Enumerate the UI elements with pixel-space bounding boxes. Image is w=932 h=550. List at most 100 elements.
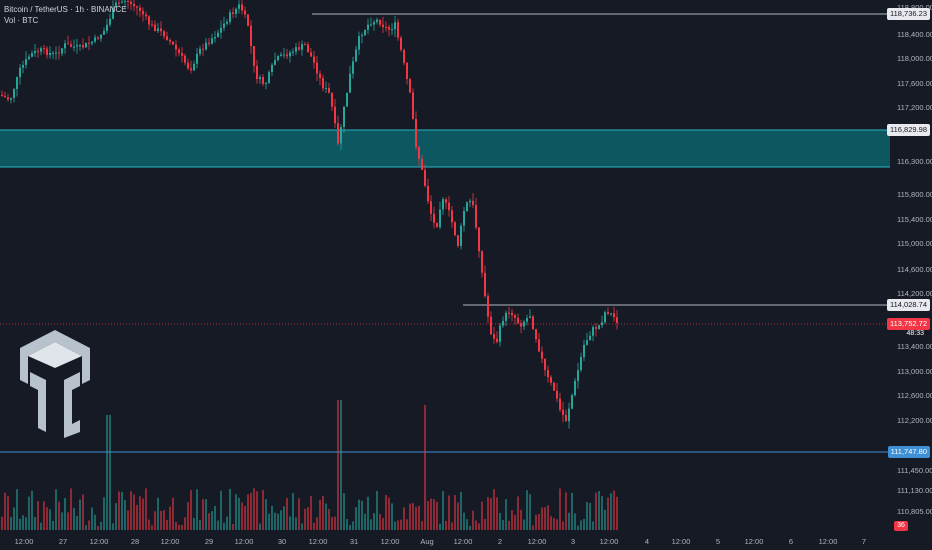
- volume-bar: [271, 505, 273, 530]
- candle-body: [325, 88, 327, 90]
- volume-bar: [556, 519, 558, 530]
- candle-body: [205, 42, 207, 50]
- volume-bar: [490, 498, 492, 530]
- candle-body: [391, 29, 393, 31]
- volume-bar: [616, 496, 618, 530]
- volume-bar: [367, 496, 369, 530]
- candle-body: [493, 334, 495, 339]
- candle-body: [580, 357, 582, 371]
- volume-bar: [403, 507, 405, 530]
- candle-body: [67, 43, 69, 45]
- volume-bar: [85, 525, 87, 530]
- time-axis-label: 27: [59, 537, 67, 546]
- volume-legend[interactable]: Vol · BTC: [4, 16, 39, 25]
- candle-body: [22, 65, 24, 68]
- candle-body: [166, 36, 168, 41]
- price-axis-label: 113,400.00: [897, 342, 932, 351]
- candle-body: [535, 329, 537, 340]
- candle-body: [283, 54, 285, 56]
- symbol-title[interactable]: Bitcoin / TetherUS · 1h · BINANCE: [4, 5, 127, 14]
- volume-bar: [352, 521, 354, 530]
- volume-bar: [559, 488, 561, 530]
- candle-body: [430, 201, 432, 214]
- volume-bar: [235, 494, 237, 530]
- candle-body: [184, 55, 186, 63]
- volume-bar: [448, 495, 450, 530]
- volume-bar: [397, 520, 399, 530]
- volume-bar: [13, 507, 15, 530]
- time-axis-label: 28: [131, 537, 139, 546]
- timeframe-badge[interactable]: 36: [894, 521, 908, 531]
- volume-bar: [568, 512, 570, 530]
- candle-body: [46, 48, 48, 56]
- volume-bar: [250, 492, 252, 530]
- candle-body: [571, 395, 573, 409]
- volume-bar: [433, 499, 435, 530]
- volume-bar: [415, 506, 417, 530]
- price-axis-label: 114,200.00: [897, 289, 932, 298]
- candle-body: [562, 409, 564, 415]
- volume-bar: [94, 514, 96, 530]
- candle-body: [28, 56, 30, 60]
- candle-body: [175, 44, 177, 50]
- candle-body: [247, 14, 249, 26]
- volume-bar: [82, 494, 84, 530]
- candle-body: [112, 7, 114, 19]
- volume-bar: [214, 505, 216, 530]
- candle-body: [310, 52, 312, 57]
- candle-body: [91, 41, 93, 44]
- volume-bar: [118, 491, 120, 530]
- volume-bar: [364, 513, 366, 530]
- volume-bar: [331, 516, 333, 530]
- volume-bar: [169, 506, 171, 530]
- candle-body: [433, 213, 435, 223]
- candle-body: [355, 49, 357, 62]
- volume-bar: [70, 488, 72, 530]
- candle-body: [382, 24, 384, 27]
- candle-body: [496, 338, 498, 342]
- candle-body: [55, 52, 57, 54]
- volume-bar: [349, 525, 351, 530]
- price-axis-label: 113,000.00: [897, 367, 932, 376]
- candle-body: [160, 28, 162, 32]
- volume-bar: [598, 490, 600, 530]
- volume-bar: [61, 512, 63, 530]
- candle-body: [511, 312, 513, 316]
- volume-bar: [529, 494, 531, 530]
- volume-bar: [340, 400, 342, 530]
- price-tag-current: 113,752.72: [887, 318, 930, 330]
- candle-body: [301, 44, 303, 50]
- volume-bar: [166, 519, 168, 530]
- candle-body: [193, 63, 195, 71]
- candle-body: [448, 202, 450, 211]
- candle-body: [154, 24, 156, 32]
- candle-body: [94, 37, 96, 42]
- candle-body: [115, 2, 117, 8]
- price-axis-label: 115,800.00: [897, 190, 932, 199]
- price-tag-mid: 114,028.74: [887, 299, 930, 311]
- candle-body: [346, 92, 348, 107]
- candle-body: [277, 55, 279, 61]
- candle-body: [145, 14, 147, 17]
- candle-body: [181, 53, 183, 56]
- candle-body: [487, 296, 489, 317]
- candle-body: [454, 222, 456, 236]
- volume-bar: [229, 488, 231, 530]
- volume-bar: [574, 513, 576, 530]
- candle-body: [157, 28, 159, 32]
- volume-bar: [130, 491, 132, 530]
- volume-bar: [217, 520, 219, 530]
- volume-bar: [577, 525, 579, 530]
- volume-bar: [241, 502, 243, 530]
- time-axis-label: 12:00: [745, 537, 764, 546]
- volume-bar: [493, 489, 495, 530]
- candle-body: [130, 1, 132, 4]
- candle-body: [118, 2, 120, 4]
- candle-body: [43, 48, 45, 50]
- volume-bar: [421, 521, 423, 530]
- volume-bar: [466, 519, 468, 530]
- volume-bar: [199, 519, 201, 530]
- volume-bar: [112, 523, 114, 530]
